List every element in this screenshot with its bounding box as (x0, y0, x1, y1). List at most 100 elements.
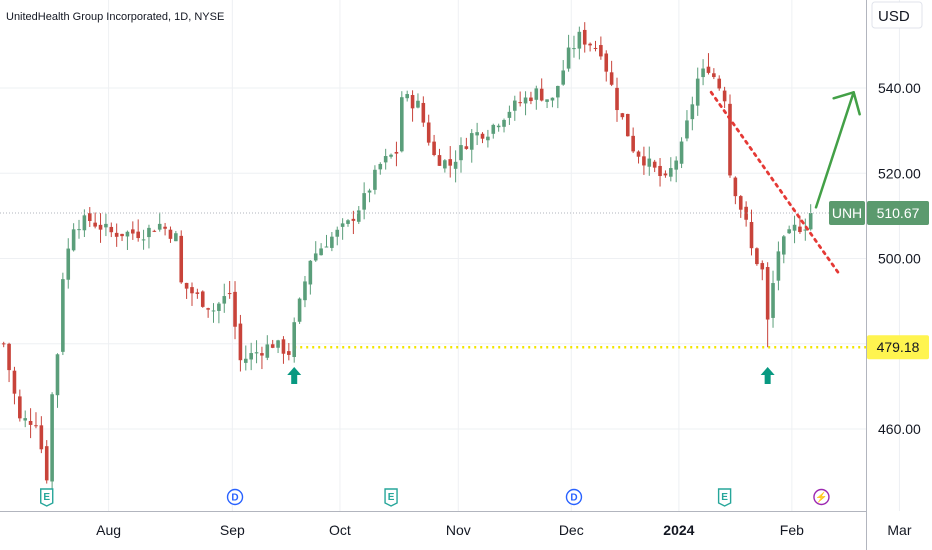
candle-body (690, 104, 695, 120)
candle-body (566, 47, 571, 69)
candle (658, 158, 662, 187)
candle (270, 339, 275, 349)
candle-body (157, 223, 162, 230)
earnings-event-icon[interactable]: E (717, 488, 732, 507)
candle (174, 230, 178, 242)
candle-body (679, 141, 684, 164)
candle-body (808, 213, 813, 230)
candle (491, 123, 496, 139)
candle (550, 97, 555, 108)
candle-body (389, 154, 393, 157)
candle-body (378, 163, 383, 170)
candle-body (685, 120, 689, 139)
candle-body (93, 222, 97, 227)
earnings-event-icon[interactable]: E (40, 488, 54, 507)
projection-arrowhead (832, 91, 861, 116)
candle-body (771, 283, 775, 318)
candle (125, 230, 130, 250)
candle-body (550, 97, 555, 101)
x-tick-label: 2024 (663, 522, 694, 538)
candle (765, 262, 770, 348)
candle-body (588, 43, 592, 46)
candle-body (7, 343, 11, 371)
candle (717, 75, 722, 91)
candle (469, 129, 474, 163)
candle (66, 238, 71, 289)
earnings-event-icon[interactable]: E (384, 488, 398, 507)
candle (464, 137, 469, 150)
candle (340, 218, 345, 240)
candle (410, 90, 415, 122)
candle-body (233, 291, 237, 327)
candle (131, 221, 135, 240)
candle (77, 219, 81, 239)
candle (781, 235, 786, 264)
candle-body (184, 282, 189, 289)
currency-label: USD (878, 8, 910, 25)
candle (34, 412, 38, 429)
projection-arrow (814, 91, 855, 209)
candle (394, 141, 399, 167)
candle (706, 53, 711, 75)
candle-body (383, 156, 388, 163)
candle (249, 342, 253, 371)
candle-body (211, 310, 216, 312)
candle (432, 134, 436, 157)
dividend-event-icon[interactable]: D (226, 488, 244, 506)
candle-body (625, 113, 630, 137)
candle-body (755, 248, 759, 265)
candle-body (512, 100, 517, 111)
candle (405, 90, 409, 102)
candle (642, 146, 646, 175)
candle-body (330, 236, 334, 248)
candles-layer (1, 22, 813, 492)
candle (190, 282, 194, 306)
candle-body (351, 218, 356, 221)
candle-body (545, 99, 549, 102)
candle (243, 345, 248, 371)
candle (28, 408, 33, 439)
candle (453, 150, 458, 183)
candle (23, 410, 28, 428)
candle (776, 241, 781, 291)
candle-body (480, 133, 485, 139)
candle-body (292, 322, 297, 358)
candle-body (265, 344, 270, 358)
candle-body (222, 296, 227, 304)
candle (416, 93, 420, 109)
candle-body (636, 151, 641, 157)
candle (179, 230, 184, 284)
candle (335, 226, 340, 246)
split-event-icon[interactable]: ⚡ (813, 488, 830, 506)
candle (426, 114, 431, 146)
candle (254, 340, 259, 364)
candle-body (104, 223, 108, 228)
candle (695, 67, 700, 116)
candle-body (728, 103, 732, 176)
x-tick-label: Dec (559, 522, 584, 538)
candle-body (652, 161, 657, 168)
candle (647, 146, 652, 176)
candle-body (421, 102, 426, 123)
candle (749, 209, 754, 256)
candle (276, 339, 280, 354)
candle (733, 176, 738, 205)
candle-body (523, 97, 528, 104)
up-arrow-icon (760, 367, 775, 384)
dividend-event-icon[interactable]: D (565, 488, 583, 506)
candle-body (394, 151, 399, 154)
candle (351, 210, 356, 235)
candle (383, 148, 388, 170)
candle-body (23, 418, 28, 421)
currency-button[interactable]: USD (871, 1, 923, 29)
candle (287, 342, 291, 361)
candle (674, 156, 678, 183)
candle (227, 281, 232, 299)
candle-body (367, 190, 372, 193)
candle-body (798, 226, 802, 233)
candle-body (77, 229, 81, 231)
candle-body (61, 279, 65, 352)
candle-body (28, 420, 33, 425)
candle-body (443, 160, 447, 169)
